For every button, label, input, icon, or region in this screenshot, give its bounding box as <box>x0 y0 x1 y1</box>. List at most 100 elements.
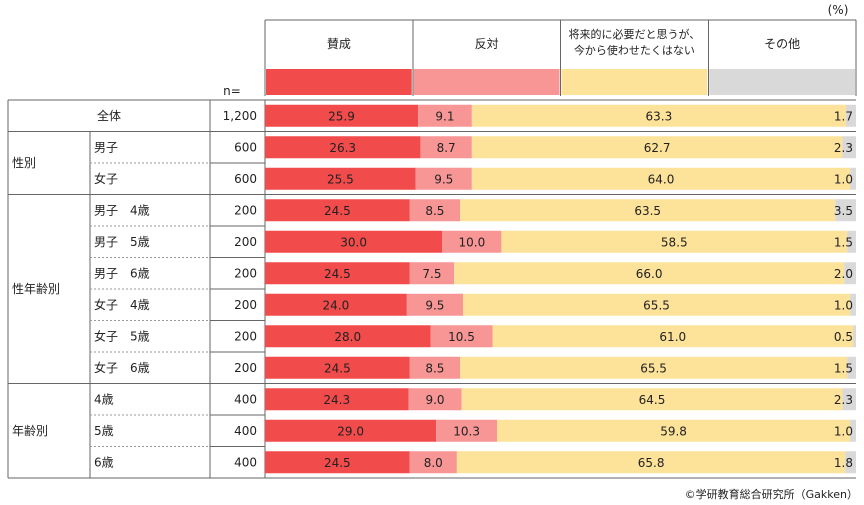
data-label: 64.0 <box>648 172 675 186</box>
bar-segment-1 <box>265 325 431 348</box>
bar-segment-2 <box>420 136 472 159</box>
data-label: 8.5 <box>425 361 444 375</box>
data-label: 1.0 <box>834 298 853 312</box>
data-label: 65.8 <box>638 456 665 470</box>
data-label: 10.3 <box>453 424 480 438</box>
bar-segment-3 <box>471 136 843 159</box>
legend-label-1: 賛成 <box>327 37 351 51</box>
legend-header: 賛成 反対 将来的に必要だと思うが、今から使わせたくはない その他 <box>266 27 855 95</box>
bar-segment-4 <box>835 199 856 222</box>
data-label: 1.0 <box>834 172 853 186</box>
bar-segment-4 <box>850 419 856 442</box>
row-label: 全体 <box>97 108 121 123</box>
bar-segment-2 <box>408 388 462 411</box>
legend-label-4: その他 <box>764 37 800 51</box>
data-label: 2.0 <box>834 267 853 281</box>
data-label: 10.0 <box>458 235 485 249</box>
data-label: 24.0 <box>323 298 350 312</box>
bar-segment-4 <box>847 230 856 253</box>
bar-segment-4 <box>845 451 856 474</box>
bar-segment-2 <box>418 104 472 127</box>
data-label: 65.5 <box>640 361 667 375</box>
row-label: 6歳 <box>94 455 114 469</box>
bar-segment-3 <box>462 293 851 316</box>
row-n-value: 1,200 <box>223 109 257 123</box>
data-label: 3.5 <box>834 204 853 218</box>
row-label: 男子 6歳 <box>94 266 150 280</box>
data-label: 62.7 <box>644 141 671 155</box>
legend-swatch-2 <box>413 69 560 95</box>
data-label: 7.5 <box>422 267 441 281</box>
bar-segment-2 <box>409 451 457 474</box>
data-label: 9.5 <box>434 172 453 186</box>
data-label: 24.5 <box>324 267 351 281</box>
data-label: 1.0 <box>834 424 853 438</box>
bar-segment-4 <box>847 356 856 379</box>
data-label: 2.3 <box>834 393 853 407</box>
bar-segment-3 <box>501 230 848 253</box>
bar-segment-1 <box>265 293 407 316</box>
data-label: 25.9 <box>328 109 355 123</box>
bar-segment-1 <box>265 388 409 411</box>
row-n-value: 200 <box>234 298 257 312</box>
bar-segment-1 <box>265 167 416 190</box>
bar-segment-2 <box>442 230 502 253</box>
data-label: 26.3 <box>329 141 356 155</box>
bar-segment-4 <box>842 136 856 159</box>
bar-segment-2 <box>415 167 472 190</box>
data-label: 59.8 <box>660 424 687 438</box>
row-n-value: 200 <box>234 266 257 280</box>
data-label: 24.3 <box>323 393 350 407</box>
data-label: 65.5 <box>643 298 670 312</box>
data-label: 1.5 <box>834 361 853 375</box>
legend-label-2: 反対 <box>475 37 499 51</box>
n-label: n= <box>223 84 241 98</box>
row-n-value: 600 <box>234 140 257 154</box>
data-label: 66.0 <box>636 267 663 281</box>
row-label: 4歳 <box>94 392 114 406</box>
row-label: 女子 5歳 <box>94 328 150 343</box>
bar-segment-1 <box>265 451 410 474</box>
bar-segment-3 <box>460 356 848 379</box>
data-label: 9.0 <box>425 393 444 407</box>
bar-segment-2 <box>409 262 455 285</box>
group-label: 性別 <box>12 156 36 170</box>
row-label: 5歳 <box>94 424 114 438</box>
row-n-value: 200 <box>234 329 257 343</box>
data-label: 63.3 <box>646 109 673 123</box>
data-label: 64.5 <box>639 393 666 407</box>
group-label: 年齢別 <box>12 423 48 438</box>
bar-segment-4 <box>853 325 856 348</box>
data-label: 63.5 <box>634 204 661 218</box>
legend-swatch-3 <box>561 69 708 95</box>
row-label: 女子 4歳 <box>94 297 150 312</box>
bar-segment-3 <box>471 167 851 190</box>
row-n-value: 200 <box>234 361 257 375</box>
row-label: 女子 <box>94 171 118 186</box>
bar-segment-1 <box>265 356 410 379</box>
bar-segment-3 <box>461 388 843 411</box>
data-label: 8.7 <box>437 141 456 155</box>
data-label: 25.5 <box>327 172 354 186</box>
data-label: 29.0 <box>337 424 364 438</box>
data-label: 1.7 <box>834 109 853 123</box>
bar-segment-1 <box>265 419 437 442</box>
bars: 25.9 9.1 63.3 1.7 26.3 8.7 62.7 2.3 25.5 9.5 64.0 1… <box>265 104 856 474</box>
bar-segment-1 <box>265 230 443 253</box>
row-n-value: 200 <box>234 203 257 217</box>
bar-segment-2 <box>436 419 498 442</box>
row-label: 女子 6歳 <box>94 360 150 375</box>
bar-segment-1 <box>265 136 421 159</box>
row-n-value: 200 <box>234 235 257 249</box>
data-label: 2.3 <box>834 141 853 155</box>
bar-segment-1 <box>265 199 410 222</box>
bar-segment-4 <box>844 262 856 285</box>
bar-segment-3 <box>456 451 846 474</box>
data-label: 1.8 <box>834 456 853 470</box>
source-credit: ©学研教育総合研究所（Gakken） <box>685 487 858 501</box>
bar-segment-4 <box>850 293 856 316</box>
bar-segment-3 <box>460 199 836 222</box>
row-n-value: 400 <box>234 424 257 438</box>
